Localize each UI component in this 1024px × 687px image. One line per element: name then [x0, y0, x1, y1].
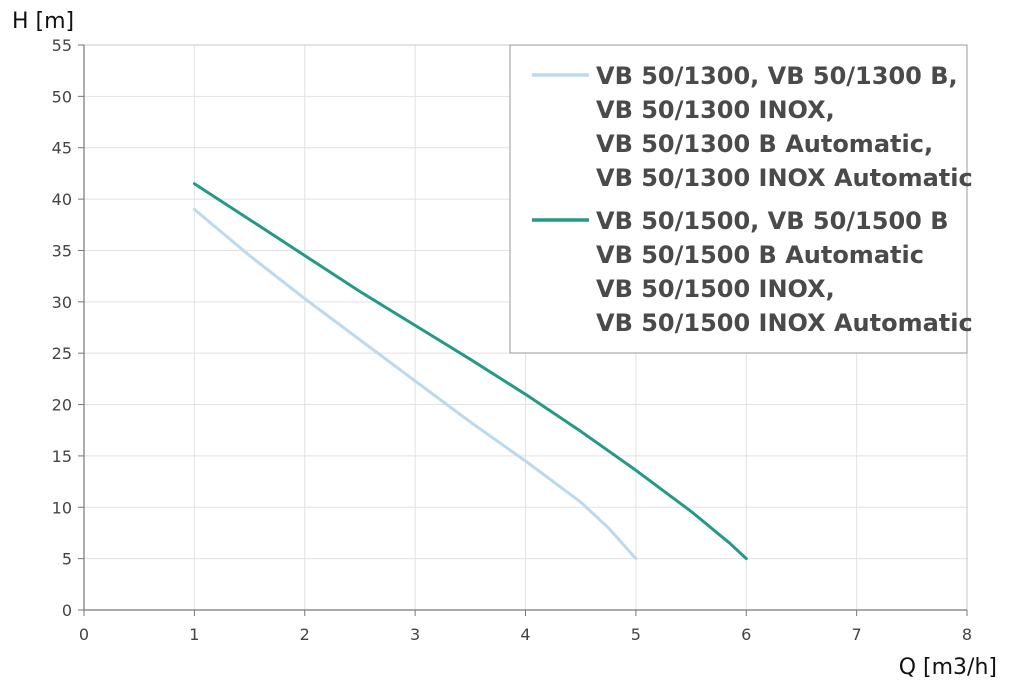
- series-lines: [192, 182, 748, 561]
- y-tick-label: 10: [52, 498, 72, 517]
- y-tick-label: 50: [52, 87, 72, 106]
- legend-label: VB 50/1300 B Automatic,: [596, 130, 933, 158]
- x-tick-label: 0: [79, 625, 89, 644]
- y-tick-label: 25: [52, 344, 72, 363]
- legend-label: VB 50/1300 INOX Automatic: [596, 164, 973, 192]
- y-tick-label: 0: [62, 601, 72, 620]
- y-axis-title: H [m]: [12, 9, 74, 34]
- y-tick-labels: 0 5 10 15 20 25 30 35 40 45 50 55: [52, 36, 84, 620]
- x-tick-label: 2: [300, 625, 310, 644]
- x-axis-title: Q [m3/h]: [899, 655, 997, 680]
- y-tick-label: 20: [52, 396, 72, 415]
- legend-label: VB 50/1500 INOX,: [596, 275, 835, 303]
- legend-label: VB 50/1500, VB 50/1500 B: [596, 207, 949, 235]
- x-tick-label: 4: [520, 625, 530, 644]
- legend-box: [509, 44, 968, 354]
- y-tick-label: 45: [52, 139, 72, 158]
- series-line-2: [192, 182, 748, 561]
- y-tick-label: 35: [52, 241, 72, 260]
- x-tick-label: 8: [962, 625, 972, 644]
- series-line-1: [192, 207, 638, 561]
- legend-label: VB 50/1500 INOX Automatic: [596, 309, 973, 337]
- x-tick-labels: 0 1 2 3 4 5 6 7 8: [79, 610, 972, 644]
- legend-label: VB 50/1300, VB 50/1300 B,: [596, 62, 958, 90]
- legend: VB 50/1300, VB 50/1300 B, VB 50/1300 INOX…: [509, 44, 973, 354]
- y-tick-label: 40: [52, 190, 72, 209]
- x-tick-label: 5: [631, 625, 641, 644]
- x-tick-label: 6: [741, 625, 751, 644]
- x-tick-label: 7: [852, 625, 862, 644]
- x-tick-label: 3: [410, 625, 420, 644]
- y-tick-label: 15: [52, 447, 72, 466]
- y-tick-label: 5: [62, 550, 72, 569]
- x-tick-label: 1: [189, 625, 199, 644]
- y-tick-label: 55: [52, 36, 72, 55]
- y-tick-label: 30: [52, 293, 72, 312]
- legend-label: VB 50/1300 INOX,: [596, 96, 835, 124]
- legend-label: VB 50/1500 B Automatic: [596, 241, 924, 269]
